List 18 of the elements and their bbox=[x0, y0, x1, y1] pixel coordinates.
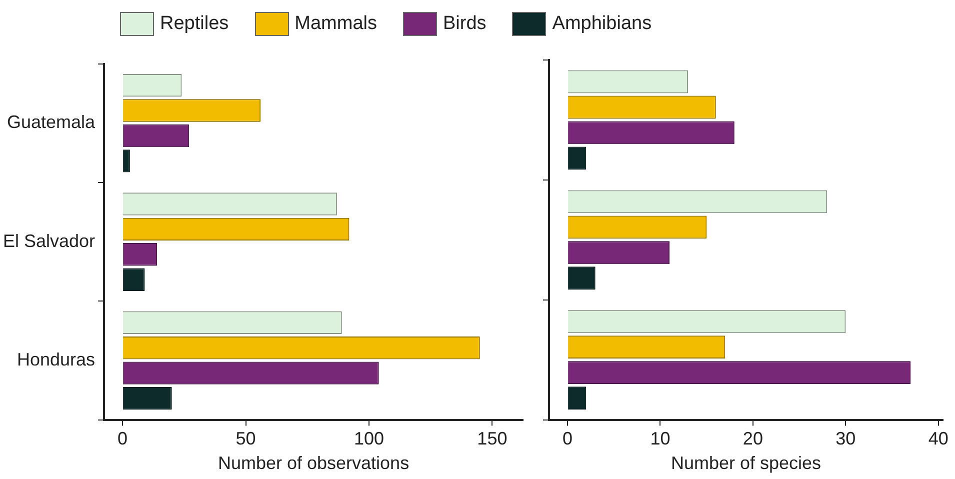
x-tick-label: 30 bbox=[836, 428, 856, 449]
y-tick-label: El Salvador bbox=[2, 230, 96, 251]
legend-label: Amphibians bbox=[552, 13, 652, 35]
y-tick-label: Honduras bbox=[17, 349, 96, 370]
x-axis-title: Number of species bbox=[670, 453, 822, 474]
x-tick-label: 150 bbox=[477, 428, 508, 449]
x-tick-label: 0 bbox=[562, 428, 573, 449]
x-tick-label: 40 bbox=[928, 428, 948, 449]
x-tick-label: 20 bbox=[742, 428, 763, 449]
legend-label: Birds bbox=[443, 13, 486, 35]
x-tick-label: 100 bbox=[354, 428, 384, 449]
x-tick-label: 0 bbox=[118, 428, 128, 449]
x-tick-label: 50 bbox=[236, 428, 256, 449]
y-tick-label: Guatemala bbox=[6, 112, 96, 132]
legend-label: Mammals bbox=[294, 13, 377, 35]
legend-label: Reptiles bbox=[160, 13, 229, 35]
x-tick-label: 10 bbox=[650, 428, 670, 449]
x-axis-title: Number of observations bbox=[218, 453, 410, 474]
